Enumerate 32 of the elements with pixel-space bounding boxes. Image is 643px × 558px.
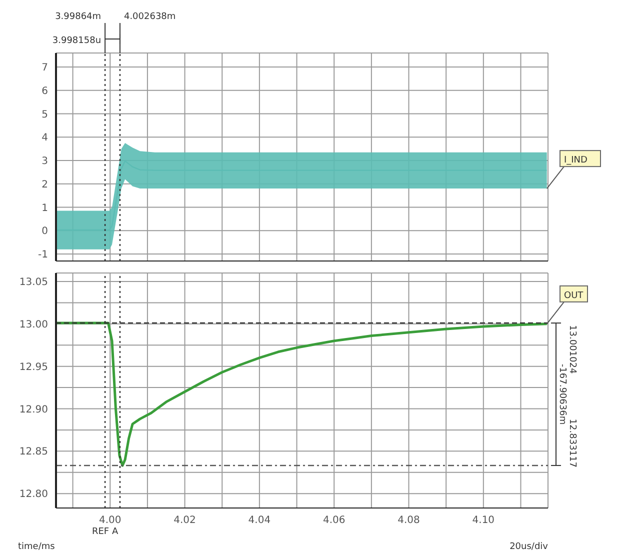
x-tick-label: 4.00: [98, 515, 122, 526]
ref-line-label: 3.99864m: [55, 12, 102, 22]
x-tick-label: 4.06: [322, 515, 346, 526]
x-tick-label: 4.04: [248, 515, 271, 526]
x-tick-label: 4.02: [174, 515, 196, 526]
y-tick-label: 12.95: [19, 362, 48, 373]
text: 20us/div: [510, 542, 549, 552]
y-tick-label: -1: [38, 250, 48, 261]
y-tick-label: 4: [42, 132, 48, 144]
y-tick-label: 12.85: [19, 446, 48, 458]
text: -167.90636m: [557, 364, 567, 425]
y-tick-label: 2: [42, 179, 48, 190]
y-tick-label: 5: [42, 109, 48, 120]
y-tick-label: 0: [42, 226, 48, 238]
series-label: I_IND: [564, 156, 588, 166]
ref-line-label: 13.001024: [567, 325, 577, 374]
y-tick-label: 1: [42, 202, 48, 214]
y-tick-label: 3: [42, 156, 48, 168]
y-tick-label: 7: [42, 62, 48, 74]
text: OUT: [564, 290, 584, 301]
x-tick-label: 4.10: [472, 515, 495, 526]
x-axis-title: time/ms: [18, 542, 56, 552]
x-tick-label: 4.08: [398, 515, 420, 526]
text: 3.998158u: [52, 36, 102, 46]
y-tick-label: 6: [42, 86, 48, 97]
y-tick-label: 13.05: [19, 277, 48, 288]
ref-line-label: REF A: [92, 527, 119, 537]
y-tick-label: 12.80: [19, 489, 48, 500]
ref-line-label: 12.833117: [567, 418, 577, 468]
ref-line-label: 4.002638m: [124, 12, 176, 22]
y-tick-label: 12.90: [19, 404, 48, 416]
y-tick-label: 13.00: [19, 319, 48, 330]
